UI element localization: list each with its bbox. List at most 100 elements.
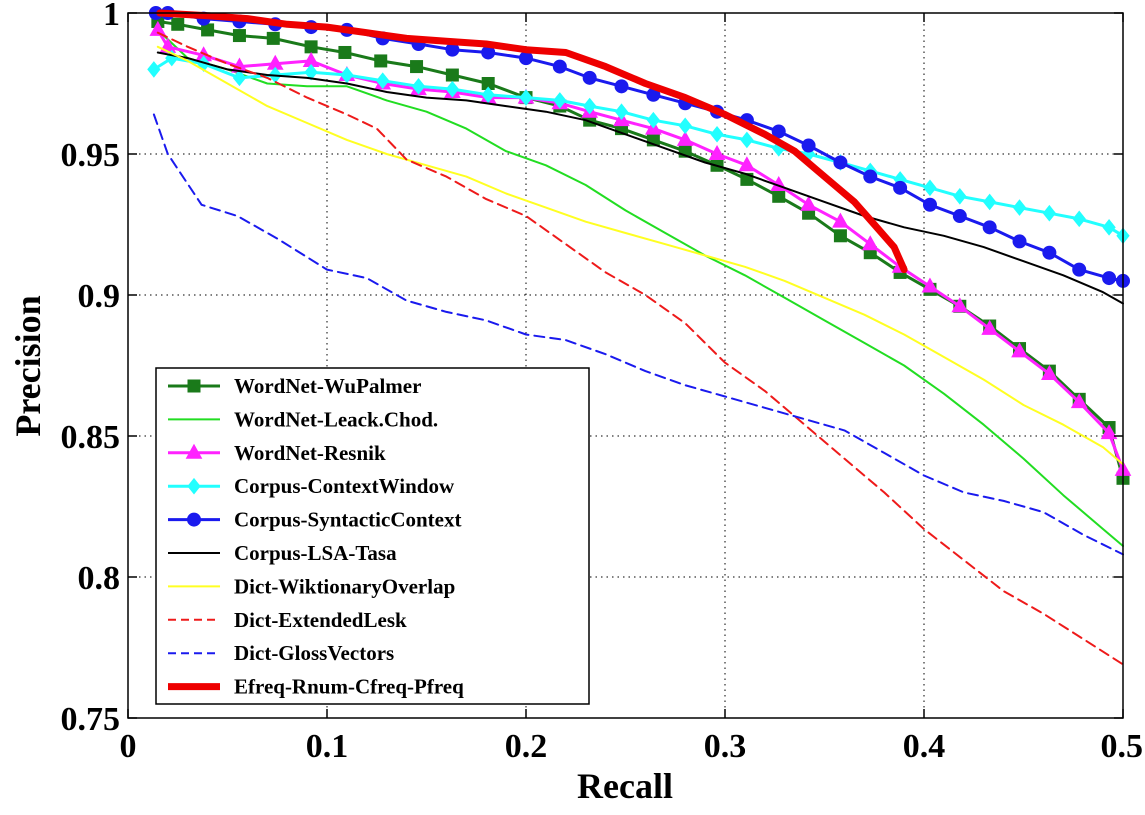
data-point	[1012, 199, 1027, 216]
data-point	[1012, 234, 1027, 249]
data-point	[1042, 245, 1057, 260]
data-point	[923, 179, 937, 197]
data-point	[1042, 204, 1057, 222]
y-tick-label: 0.9	[78, 278, 121, 315]
series-dict-glossvectors	[152, 113, 1124, 556]
legend-label: WordNet-WuPalmer	[234, 374, 421, 398]
data-point	[982, 220, 997, 235]
data-point	[893, 180, 908, 195]
data-point	[1070, 393, 1088, 409]
data-point	[304, 63, 318, 81]
data-point	[800, 195, 817, 211]
data-point	[374, 54, 388, 68]
series-dict-extendedlesk	[156, 31, 1124, 666]
data-point	[1102, 271, 1117, 286]
data-point	[147, 61, 161, 78]
x-axis-title: Recall	[577, 766, 673, 806]
data-point	[445, 80, 460, 98]
legend-label: Dict-GlossVectors	[234, 641, 394, 665]
y-axis-ticks: 0.75 0.8 0.85 0.9 0.95 1	[61, 0, 1123, 738]
legend-label: Dict-WiktionaryOverlap	[234, 574, 455, 598]
data-point	[832, 212, 849, 228]
data-point	[833, 229, 847, 243]
data-point	[411, 78, 426, 95]
data-point	[445, 68, 459, 82]
legend-item-dict-glossvectors: Dict-GlossVectors	[168, 641, 394, 665]
y-tick-label: 0.8	[78, 560, 121, 597]
x-tick-label: 0.5	[1101, 728, 1144, 765]
data-point	[801, 138, 816, 153]
series-efreq-rnum-cfreq-pfreq	[156, 9, 908, 274]
legend-marker	[187, 512, 201, 527]
legend: WordNet-WuPalmer WordNet-Leack.Chod. WordN…	[155, 367, 590, 705]
data-point	[861, 235, 879, 251]
y-tick-label: 0.85	[61, 419, 121, 456]
series-line	[152, 113, 1124, 556]
data-point	[1072, 262, 1087, 277]
data-point	[1100, 424, 1118, 440]
data-point	[1102, 219, 1116, 236]
data-point	[614, 79, 629, 94]
legend-label: Corpus-SyntacticContext	[234, 508, 461, 532]
data-point	[738, 156, 756, 172]
data-point	[678, 117, 692, 135]
data-point	[519, 51, 533, 66]
data-point	[708, 144, 726, 160]
y-tick-label: 0.95	[61, 137, 121, 174]
legend-item-efreq-rnum-cfreq-pfreq: Efreq-Rnum-Cfreq-Pfreq	[168, 675, 464, 699]
series-corpus-lsa-tasa	[156, 51, 1124, 305]
data-point	[481, 86, 495, 104]
data-point	[304, 40, 318, 54]
legend-label: Corpus-ContextWindow	[234, 474, 455, 498]
series-dict-wiktionaryoverlap	[156, 45, 1124, 466]
series-layer	[147, 6, 1132, 666]
data-point	[771, 124, 786, 139]
data-point	[201, 23, 215, 37]
x-tick-label: 0.2	[505, 728, 548, 765]
legend-label: Corpus-LSA-Tasa	[234, 541, 397, 565]
x-axis-ticks: 0 0.1 0.2 0.3 0.4 0.5	[120, 13, 1144, 765]
legend-label: WordNet-Leack.Chod.	[234, 407, 438, 431]
legend-marker	[187, 477, 201, 495]
data-point	[519, 89, 533, 106]
data-point	[1011, 342, 1028, 358]
data-point	[981, 319, 999, 335]
legend-item-wordnet-leack-chod: WordNet-Leack.Chod.	[168, 407, 438, 431]
x-tick-label: 0	[120, 728, 137, 765]
data-point	[1072, 210, 1086, 228]
data-point	[266, 31, 280, 45]
legend-label: Efreq-Rnum-Cfreq-Pfreq	[234, 675, 464, 699]
series-wordnet-leack-chod	[156, 28, 1124, 547]
data-point	[922, 197, 937, 212]
data-point	[710, 125, 724, 143]
data-point	[646, 111, 661, 129]
legend-item-corpus-lsa-tasa: Corpus-LSA-Tasa	[168, 541, 397, 565]
data-point	[553, 92, 567, 109]
data-point	[171, 17, 185, 31]
plot-frame	[127, 12, 1124, 719]
x-tick-label: 0.1	[306, 728, 349, 765]
data-point	[953, 187, 967, 205]
y-tick-label: 0.75	[61, 701, 121, 738]
legend-box	[155, 367, 590, 705]
data-point	[149, 20, 167, 36]
data-point	[552, 59, 567, 74]
data-point	[232, 69, 247, 87]
series-line	[156, 9, 908, 274]
series-line	[156, 51, 1124, 305]
data-point	[921, 277, 939, 293]
data-point	[232, 29, 246, 43]
series-line	[156, 31, 1124, 666]
data-point	[583, 97, 597, 115]
data-point	[582, 70, 597, 85]
legend-marker	[185, 443, 203, 459]
legend-item-wordnet-wupalmer: WordNet-WuPalmer	[168, 374, 421, 398]
y-axis-title: Precision	[8, 295, 48, 436]
legend-item-corpus-syntacticcontext: Corpus-SyntacticContext	[168, 508, 461, 532]
data-point	[1041, 364, 1058, 380]
legend-item-wordnet-resnik: WordNet-Resnik	[168, 441, 386, 465]
data-point	[833, 155, 848, 170]
series-line	[156, 45, 1124, 466]
data-point	[614, 103, 629, 121]
data-point	[338, 45, 352, 59]
